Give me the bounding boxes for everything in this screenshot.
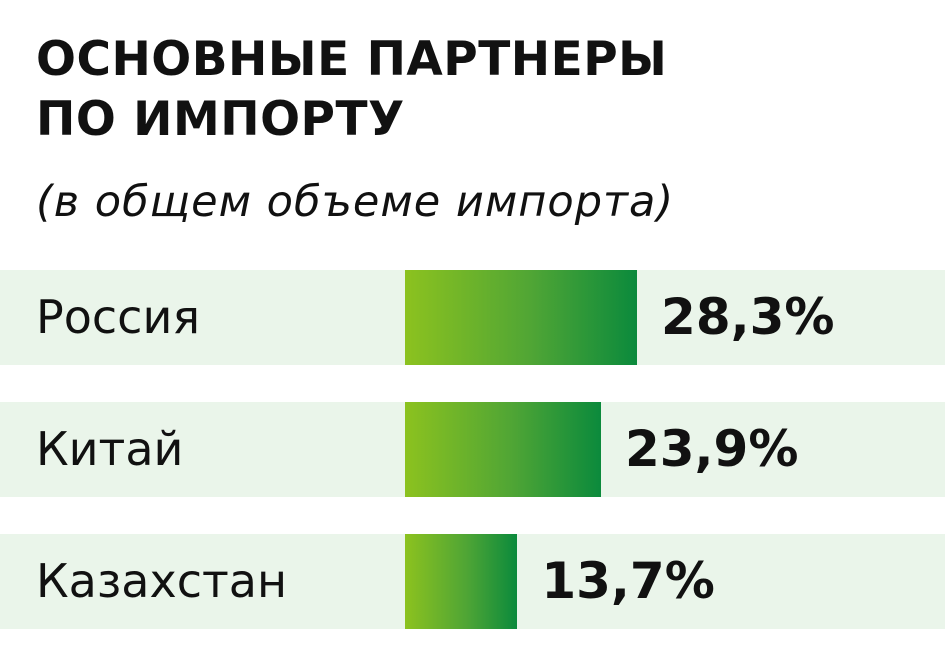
bar [405,270,638,365]
value-label: 28,3% [661,288,835,346]
bar-row: Казахстан 13,7% [0,534,945,629]
category-label: Россия [36,290,201,344]
chart-subtitle: (в общем объеме импорта) [36,177,675,227]
bar [405,534,518,629]
value-label: 23,9% [624,420,799,478]
chart-title: ОСНОВНЫЕ ПАРТНЕРЫ ПО ИМПОРТУ [36,30,667,150]
chart-title-line-1: ОСНОВНЫЕ ПАРТНЕРЫ [36,32,668,87]
chart-title-line-2: ПО ИМПОРТУ [36,92,405,147]
category-label: Китай [36,422,184,476]
value-label: 13,7% [541,552,715,610]
bar-row: Россия 28,3% [0,270,945,365]
category-label: Казахстан [36,554,288,608]
bar [405,402,601,497]
bar-row: Китай 23,9% [0,402,945,497]
